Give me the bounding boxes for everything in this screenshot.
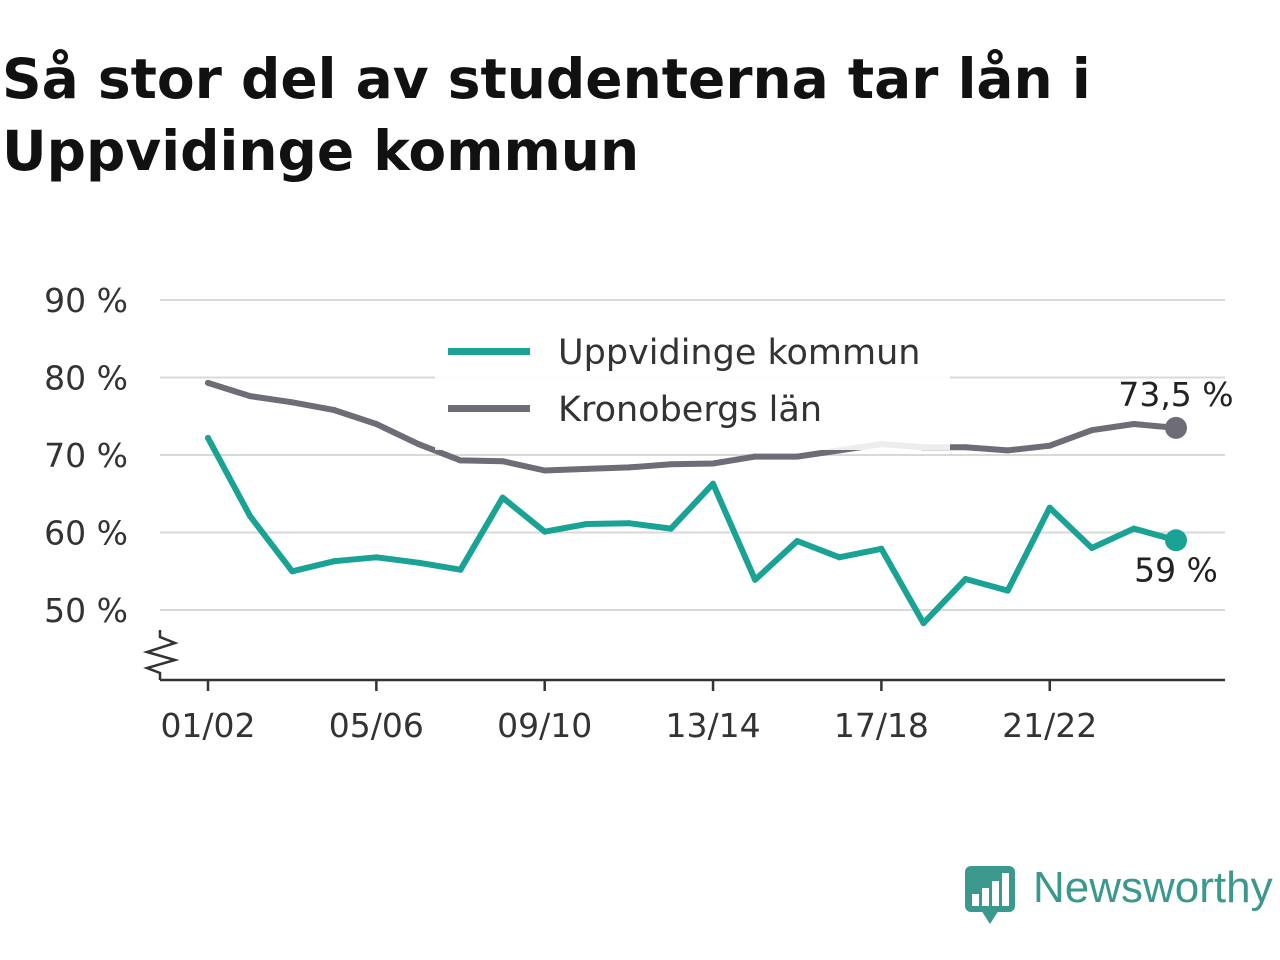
data-point <box>541 467 548 474</box>
data-point <box>457 457 464 464</box>
legend-label-kronobergs-lan: Kronobergs län <box>558 390 823 430</box>
data-point <box>710 480 717 487</box>
legend-swatch-kronobergs-lan <box>448 405 530 412</box>
y-tick-label: 80 % <box>44 359 128 398</box>
logo-text: Newsworthy <box>1033 863 1273 912</box>
legend-label-uppvidinge-kommun: Uppvidinge kommun <box>558 333 921 373</box>
gridlines <box>160 299 1225 611</box>
x-tick-label: 05/06 <box>329 706 424 745</box>
y-axis: 50 % 60 % 70 % 80 % 90 % <box>44 281 180 680</box>
data-point <box>794 453 801 460</box>
chart-legend: Uppvidinge kommun Kronobergs län <box>435 324 950 450</box>
newsworthy-logo: Newsworthy <box>963 860 1277 926</box>
legend-swatch-uppvidinge-kommun <box>448 348 530 355</box>
x-tick-label: 01/02 <box>160 706 255 745</box>
data-point <box>205 379 211 386</box>
series-group <box>205 379 1187 627</box>
y-tick-label: 50 % <box>44 591 128 630</box>
data-point <box>583 520 590 527</box>
data-point <box>1004 587 1011 594</box>
series-line-kronobergs-lan <box>205 379 1179 474</box>
logo-icon-bubble-tail <box>981 910 999 924</box>
series-uppvidinge-kommun <box>205 434 1187 627</box>
data-point <box>499 494 506 501</box>
data-point <box>1088 427 1095 434</box>
data-point <box>752 453 759 460</box>
data-point <box>1130 525 1137 532</box>
legend-item-uppvidinge-kommun: Uppvidinge kommun <box>435 324 950 381</box>
end-label-uppvidinge-kommun: 59 % <box>1134 550 1218 589</box>
data-point <box>1088 545 1095 551</box>
data-point <box>583 465 590 472</box>
data-point <box>710 460 717 467</box>
x-tick-label: 17/18 <box>834 706 929 745</box>
y-tick-label: 60 % <box>44 514 128 553</box>
data-point <box>1046 504 1053 511</box>
data-point <box>247 513 254 520</box>
data-point <box>457 566 464 573</box>
y-tick-label: 90 % <box>44 281 128 320</box>
end-point-kronobergs-lan <box>1165 416 1187 439</box>
data-point <box>289 568 296 575</box>
data-point <box>415 559 422 566</box>
chart-title: Så stor del av studenterna tar lån i Upp… <box>2 47 1091 183</box>
data-point <box>289 399 296 406</box>
logo-icon-bar <box>992 881 999 906</box>
y-tick-label: 70 % <box>44 436 128 475</box>
end-label-kronobergs-lan: 73,5 % <box>1118 375 1233 414</box>
bar-chart-speech-bubble-icon <box>965 866 1015 924</box>
data-point <box>962 576 969 582</box>
data-point <box>415 441 422 448</box>
logo-icon-bar <box>982 888 989 906</box>
logo-icon-bar <box>1002 873 1009 906</box>
data-point <box>625 520 632 527</box>
x-axis: 01/02 05/06 09/10 13/14 17/18 21/22 <box>160 678 1225 745</box>
data-point <box>1046 442 1053 449</box>
data-point <box>373 554 380 561</box>
x-tick-label: 21/22 <box>1002 706 1097 745</box>
data-point <box>878 545 885 552</box>
data-point <box>499 458 506 465</box>
data-point <box>962 444 969 451</box>
data-point <box>205 434 211 441</box>
x-tick-label: 13/14 <box>665 706 760 745</box>
end-point-uppvidinge-kommun <box>1165 529 1187 552</box>
end-labels: 73,5 % 59 % <box>1118 375 1233 589</box>
data-point <box>247 393 254 400</box>
x-tick-label: 09/10 <box>497 706 592 745</box>
data-point <box>836 554 843 561</box>
data-point <box>625 464 632 471</box>
series-line-uppvidinge-kommun <box>205 434 1179 627</box>
data-point <box>1130 421 1137 427</box>
data-point <box>1004 447 1011 454</box>
legend-item-kronobergs-lan: Kronobergs län <box>435 381 950 438</box>
data-point <box>920 620 927 627</box>
data-point <box>667 461 674 468</box>
data-point <box>667 525 674 532</box>
data-point <box>331 407 338 414</box>
data-point <box>331 558 338 565</box>
data-point <box>373 421 380 427</box>
data-point <box>752 576 759 583</box>
data-point <box>541 528 548 535</box>
logo-icon-bar <box>972 894 979 906</box>
y-axis-break <box>142 630 180 680</box>
data-point <box>794 538 801 545</box>
